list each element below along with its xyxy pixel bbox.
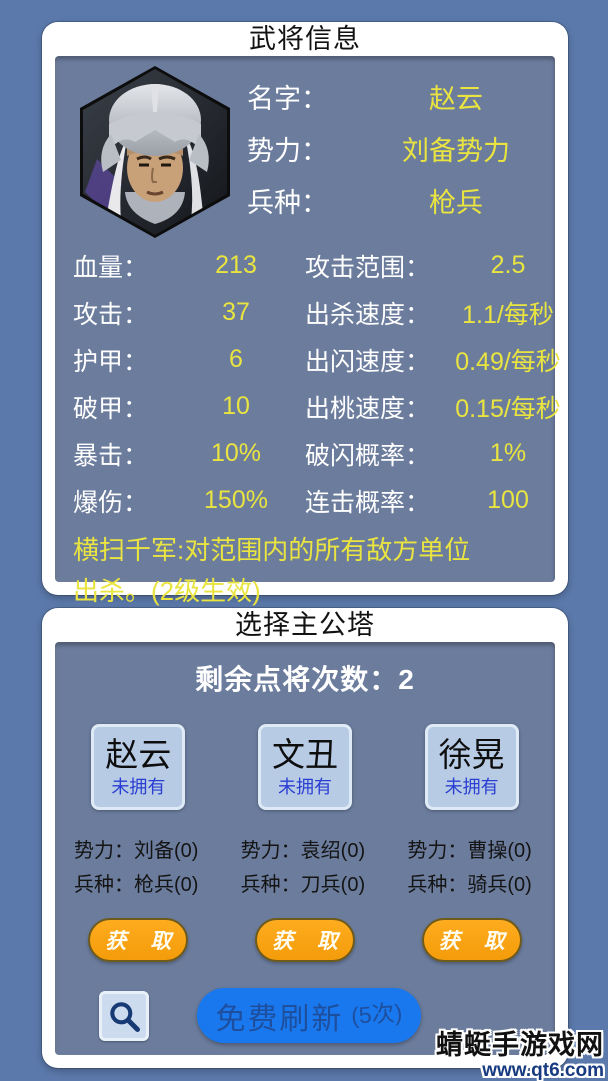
card-info-zhaoyun: 势力：刘备(0) 兵种：枪兵(0): [74, 834, 222, 902]
refresh-count: (5次): [350, 998, 404, 1029]
troop-value: 枪兵: [429, 187, 483, 218]
identity-block: 名字： 赵云 势力： 刘备势力 兵种： 枪兵: [247, 62, 547, 240]
stat-kill-speed-value: 1.1/每秒: [462, 300, 554, 329]
remaining-value: 2: [398, 664, 415, 695]
tower-select-panel: 选择主公塔 剩余点将次数：2 赵云 未拥有 文丑 未拥有 徐晃 未拥有 势力：刘…: [42, 608, 568, 1068]
stat-attack-label: 攻击：: [73, 300, 149, 329]
faction-value: 刘备势力: [402, 135, 510, 166]
hero-info-row: 势力：刘备(0) 兵种：枪兵(0) 势力：袁绍(0) 兵种：刀兵(0) 势力：曹…: [55, 834, 555, 902]
stat-crit-dmg: 爆伤： 150%: [73, 477, 305, 524]
stat-attack-value: 37: [222, 298, 250, 326]
hero-panel-body: 名字： 赵云 势力： 刘备势力 兵种： 枪兵 血量： 213 攻击范围：: [55, 56, 561, 606]
stat-dodge-speed: 出闪速度： 0.49/每秒: [305, 336, 573, 383]
card-name: 赵云: [105, 736, 172, 773]
hero-card-zhaoyun[interactable]: 赵云 未拥有: [91, 724, 186, 810]
identity-row-name: 名字： 赵云: [247, 70, 547, 122]
acquire-buttons-row: 获 取 获 取 获 取: [55, 918, 555, 962]
stat-range: 攻击范围： 2.5: [305, 242, 573, 289]
stat-peach-speed-value: 0.15/每秒: [455, 394, 561, 423]
tower-panel-body: 剩余点将次数：2 赵云 未拥有 文丑 未拥有 徐晃 未拥有 势力：刘备(0) 兵…: [55, 642, 555, 1055]
refresh-label: 免费刷新: [215, 1002, 344, 1036]
stat-crit-dmg-value: 150%: [204, 486, 268, 514]
stats-grid: 血量： 213 攻击范围： 2.5 攻击： 37 出杀速度： 1.1/每秒 护甲…: [55, 240, 561, 524]
hero-cards-row: 赵云 未拥有 文丑 未拥有 徐晃 未拥有: [55, 724, 555, 810]
stat-combo-value: 100: [487, 486, 529, 514]
stat-crit: 暴击： 10%: [73, 430, 305, 477]
stat-range-value: 2.5: [490, 251, 526, 279]
stat-peach-speed-label: 出桃速度：: [305, 394, 431, 423]
stat-hp-label: 血量：: [73, 253, 149, 282]
stat-peach-speed: 出桃速度： 0.15/每秒: [305, 383, 573, 430]
stat-hp: 血量： 213: [73, 242, 305, 289]
stat-armor-break-label: 破甲：: [73, 394, 149, 423]
hero-card-wenchou[interactable]: 文丑 未拥有: [257, 724, 352, 810]
identity-row-faction: 势力： 刘备势力: [247, 122, 547, 174]
skill-line2: 出杀。(2级生效): [73, 576, 261, 606]
card-name: 文丑: [271, 736, 338, 773]
skill-description: 横扫千军:对范围内的所有敌方单位 出杀。(2级生效): [55, 524, 555, 612]
acquire-button-xuhuang[interactable]: 获 取: [421, 918, 522, 962]
hero-card-xuhuang[interactable]: 徐晃 未拥有: [424, 724, 519, 810]
name-label: 名字：: [247, 83, 328, 114]
troop-line: 兵种：骑兵(0): [407, 874, 532, 896]
stat-armor-break: 破甲： 10: [73, 383, 305, 430]
faction-line: 势力：刘备(0): [74, 840, 199, 862]
stat-combo-label: 连击概率：: [305, 488, 431, 517]
stat-dodge-break-label: 破闪概率：: [305, 441, 431, 470]
card-status: 未拥有: [444, 777, 499, 797]
stat-kill-speed-label: 出杀速度：: [305, 300, 431, 329]
hero-portrait-icon: [80, 66, 230, 238]
stat-armor-value: 6: [229, 345, 243, 373]
faction-label: 势力：: [247, 135, 328, 166]
card-status: 未拥有: [111, 777, 166, 797]
remaining-draws: 剩余点将次数：2: [55, 642, 555, 698]
avatar-row: 名字： 赵云 势力： 刘备势力 兵种： 枪兵: [55, 56, 555, 240]
stat-hp-value: 213: [215, 251, 257, 279]
identity-row-troop: 兵种： 枪兵: [247, 174, 547, 226]
stat-dodge-break: 破闪概率： 1%: [305, 430, 573, 477]
bottom-actions-row: 免费刷新 (5次): [55, 988, 555, 1043]
stat-armor-break-value: 10: [222, 392, 250, 420]
hero-info-panel: 武将信息: [42, 22, 568, 606]
stat-kill-speed: 出杀速度： 1.1/每秒: [305, 289, 573, 336]
name-value: 赵云: [429, 83, 483, 114]
troop-label: 兵种：: [247, 187, 328, 218]
faction-line: 势力：袁绍(0): [240, 840, 366, 862]
search-button[interactable]: [99, 990, 149, 1041]
stat-range-label: 攻击范围：: [305, 253, 431, 282]
stat-dodge-speed-label: 出闪速度：: [305, 347, 431, 376]
stat-crit-dmg-label: 爆伤：: [73, 488, 149, 517]
faction-line: 势力：曹操(0): [407, 840, 532, 862]
hero-avatar: [63, 62, 247, 240]
stat-crit-value: 10%: [210, 439, 262, 467]
hero-panel-title: 武将信息: [249, 24, 361, 54]
tower-panel-title: 选择主公塔: [235, 610, 375, 640]
stat-dodge-speed-value: 0.49/每秒: [455, 347, 561, 376]
stat-attack: 攻击： 37: [73, 289, 305, 336]
troop-line: 兵种：刀兵(0): [240, 874, 366, 896]
card-info-wenchou: 势力：袁绍(0) 兵种：刀兵(0): [241, 834, 389, 902]
acquire-button-zhaoyun[interactable]: 获 取: [88, 918, 189, 962]
free-refresh-button[interactable]: 免费刷新 (5次): [197, 988, 421, 1043]
card-status: 未拥有: [277, 777, 332, 797]
stat-armor-label: 护甲：: [73, 347, 149, 376]
stat-dodge-break-value: 1%: [489, 439, 527, 467]
acquire-button-wenchou[interactable]: 获 取: [254, 918, 355, 962]
skill-line1: 横扫千军:对范围内的所有敌方单位: [73, 535, 471, 565]
search-icon: [110, 1001, 140, 1032]
troop-line: 兵种：枪兵(0): [74, 874, 199, 896]
card-name: 徐晃: [438, 736, 505, 773]
remaining-label: 剩余点将次数：: [195, 664, 399, 695]
stat-armor: 护甲： 6: [73, 336, 305, 383]
stat-crit-label: 暴击：: [73, 441, 149, 470]
stat-combo: 连击概率： 100: [305, 477, 573, 524]
card-info-xuhuang: 势力：曹操(0) 兵种：骑兵(0): [407, 834, 555, 902]
